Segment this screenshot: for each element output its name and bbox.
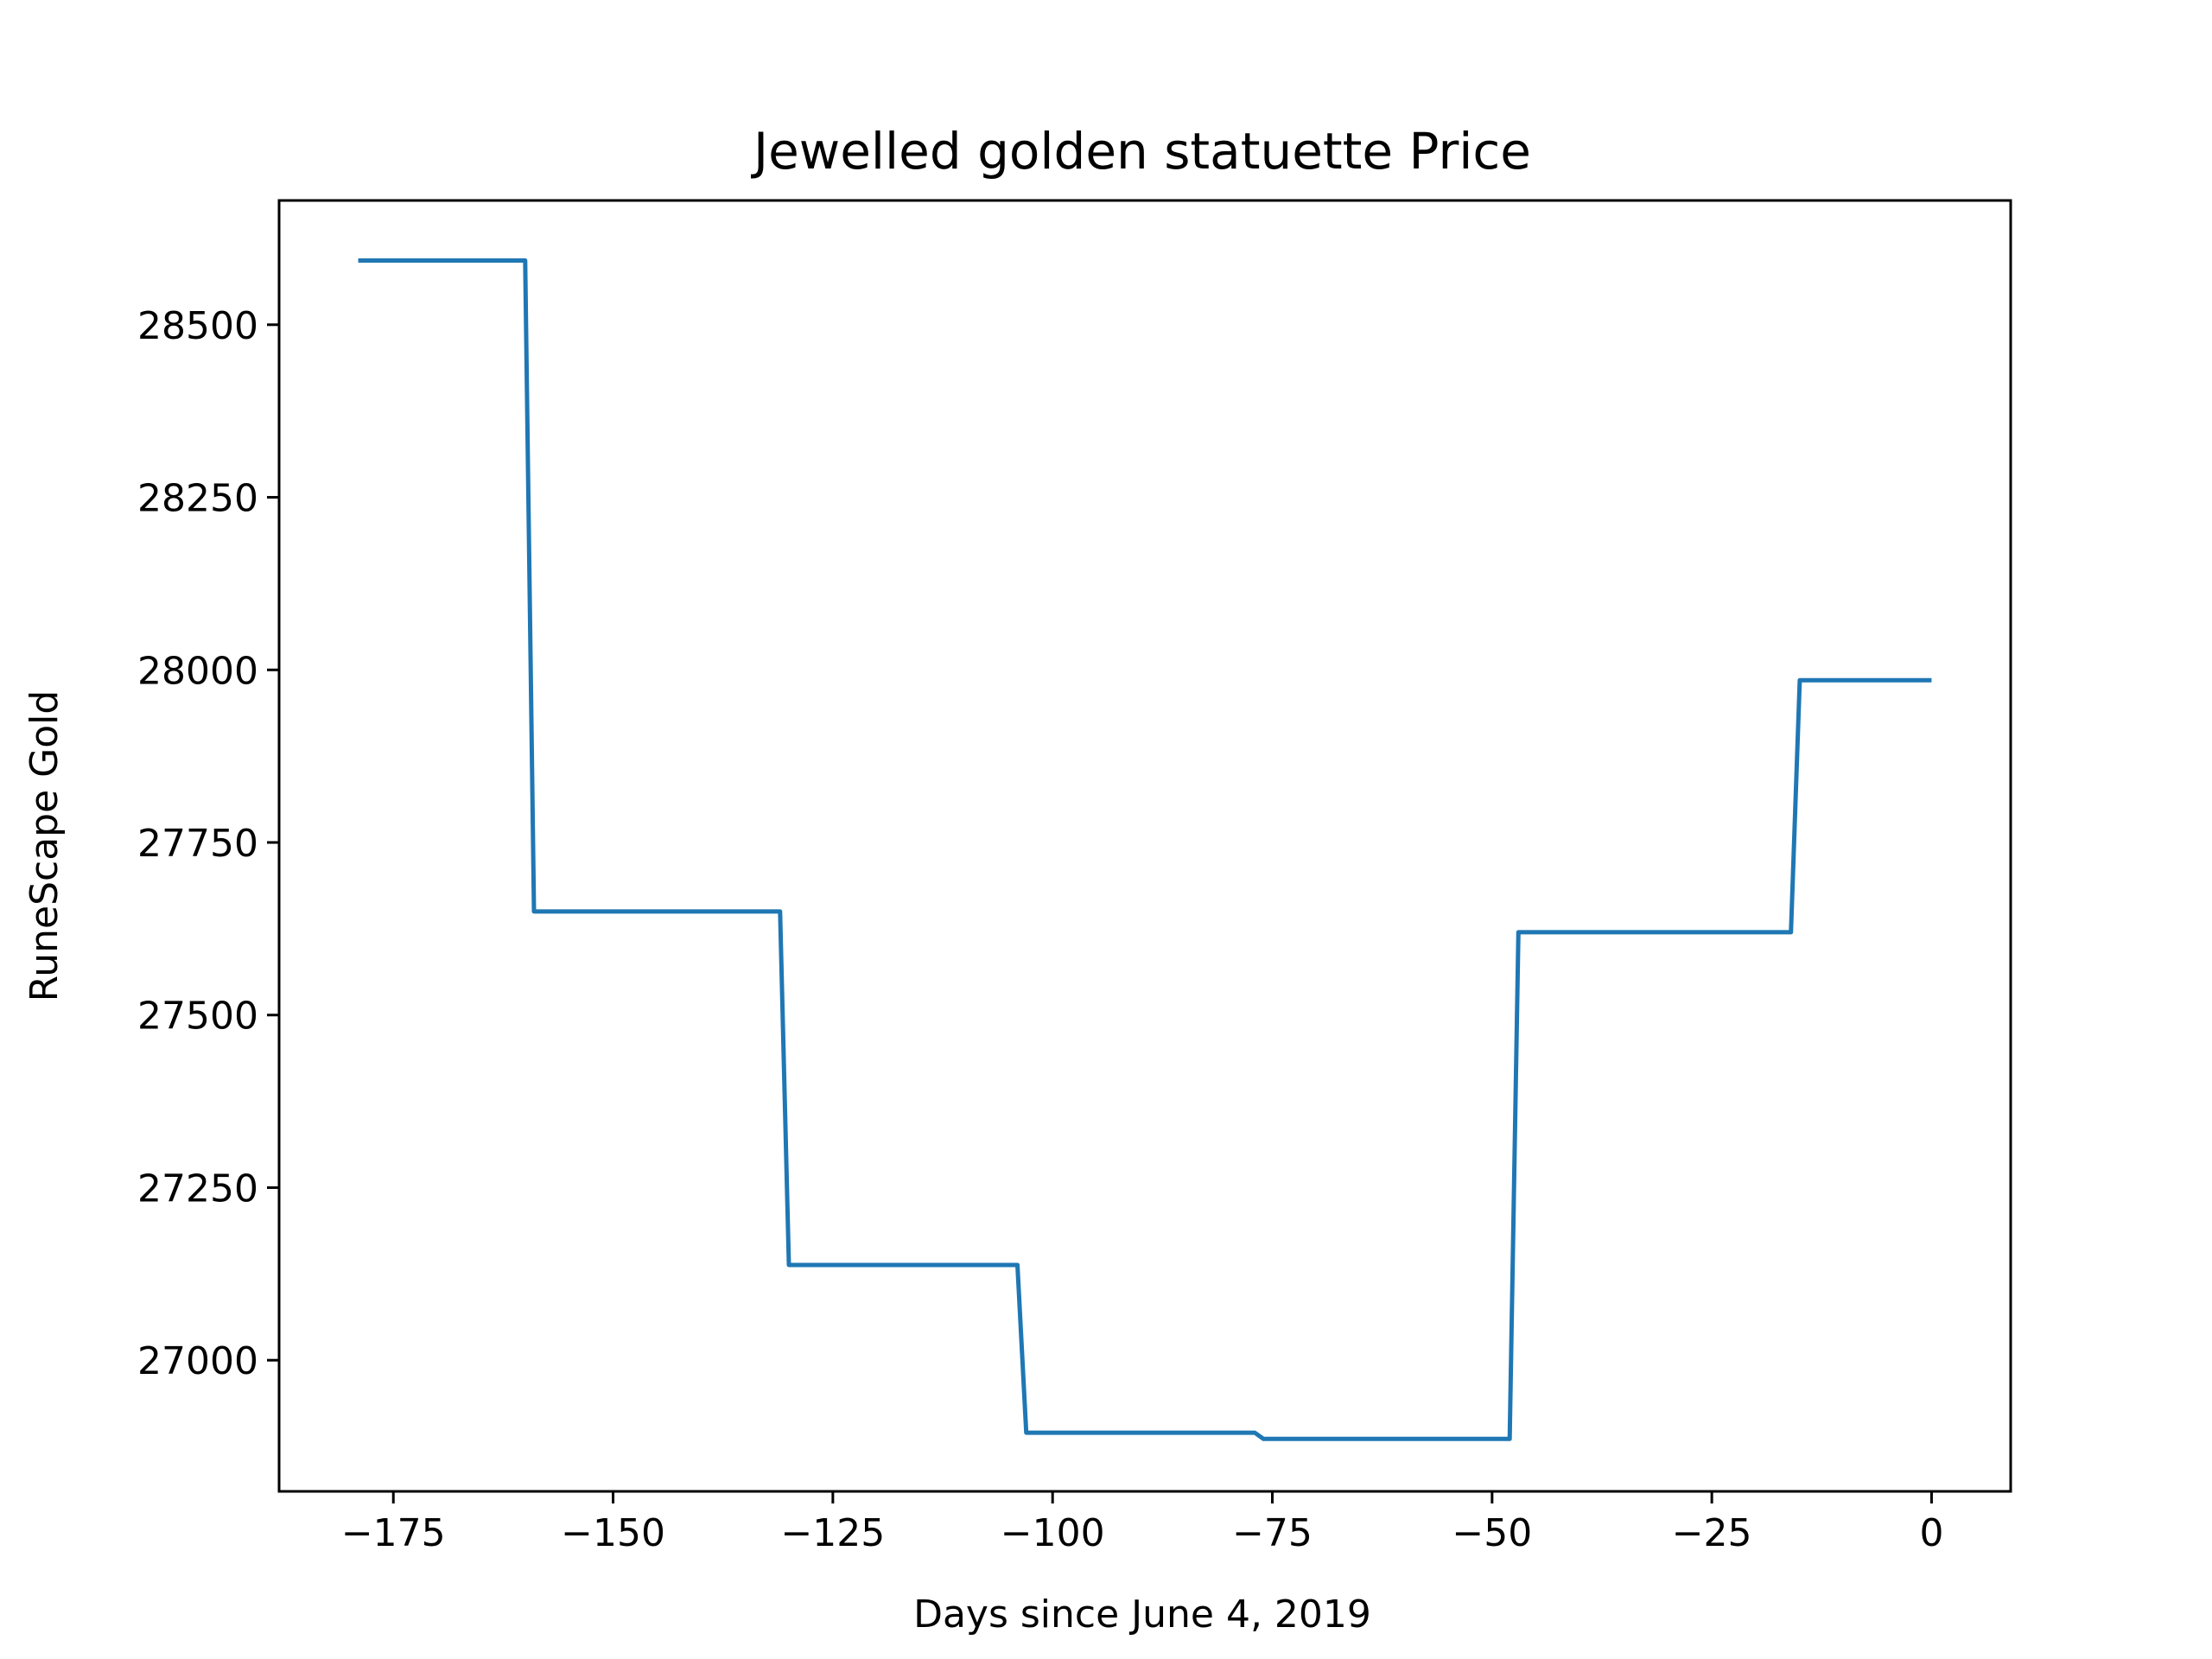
y-axis-label: RuneScape Gold [22, 690, 67, 1002]
y-tick-label: 27500 [137, 995, 258, 1039]
y-tick-label: 27000 [137, 1339, 258, 1383]
x-tick-label: −125 [780, 1511, 885, 1555]
x-axis-ticks: −175 −150 −125 −100 −75 −50 −25 0 [341, 1491, 1943, 1555]
y-axis-ticks: 27000 27250 27500 27750 28000 28250 28500 [137, 304, 279, 1383]
y-tick-label: 27750 [137, 822, 258, 866]
x-tick-label: −75 [1232, 1511, 1313, 1555]
series-layer [358, 258, 1932, 1441]
price-series-line [358, 258, 1932, 1441]
x-tick-label: 0 [1919, 1511, 1943, 1555]
y-tick-label: 28250 [137, 477, 258, 521]
x-tick-label: −50 [1452, 1511, 1532, 1555]
plot-area-frame [277, 199, 2012, 1493]
x-tick-label: −25 [1672, 1511, 1752, 1555]
x-axis-label: Days since June 4, 2019 [913, 1592, 1371, 1637]
x-tick-label: −150 [561, 1511, 665, 1555]
x-tick-label: −100 [1001, 1511, 1105, 1555]
y-tick-label: 27250 [137, 1166, 258, 1211]
x-tick-label: −175 [341, 1511, 446, 1555]
y-tick-label: 28500 [137, 304, 258, 348]
chart-title: Jewelled golden statuette Price [751, 122, 1531, 181]
y-tick-label: 28000 [137, 649, 258, 693]
